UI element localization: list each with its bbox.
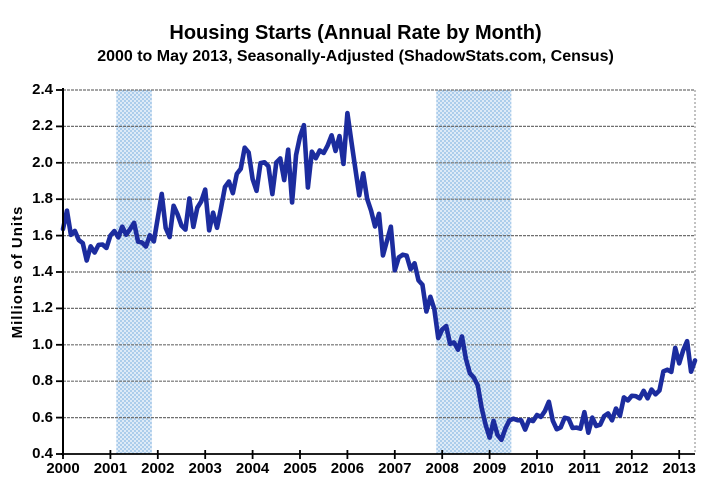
y-tick-label: 1.6 [32, 226, 53, 244]
y-tick-label: 0.6 [32, 408, 53, 426]
y-tick-label: 1.2 [32, 299, 53, 317]
x-tick-label: 2003 [188, 460, 222, 477]
x-tick-label: 2004 [235, 460, 270, 477]
x-tick-label: 2013 [662, 460, 696, 477]
x-tick-label: 2010 [520, 460, 554, 477]
housing-starts-line [60, 110, 698, 443]
y-tick-label: 2.2 [32, 117, 53, 135]
y-tick-label: 1.0 [32, 335, 53, 353]
y-tick-label: 1.4 [32, 263, 53, 280]
chart-subtitle: 2000 to May 2013, Seasonally-Adjusted (S… [97, 48, 614, 65]
x-tick-label: 2000 [46, 460, 80, 477]
x-tick-label: 2002 [141, 460, 175, 477]
y-tick-label: 2.4 [32, 81, 53, 98]
x-tick-label: 2005 [283, 460, 317, 477]
y-tick-label: 2.0 [32, 153, 53, 171]
y-tick-label: 1.8 [32, 190, 53, 208]
x-tick-label: 2009 [472, 460, 507, 477]
x-tick-label: 2012 [615, 460, 649, 477]
x-tick-label: 2006 [330, 460, 365, 477]
x-tick-label: 2001 [93, 460, 128, 477]
y-tick-label: 0.4 [32, 445, 53, 462]
chart-title: Housing Starts (Annual Rate by Month) [169, 22, 542, 44]
x-tick-label: 2007 [378, 460, 412, 477]
x-tick-label: 2008 [425, 460, 459, 477]
x-tick-label: 2011 [568, 460, 601, 477]
y-tick-label: 0.8 [32, 372, 53, 390]
